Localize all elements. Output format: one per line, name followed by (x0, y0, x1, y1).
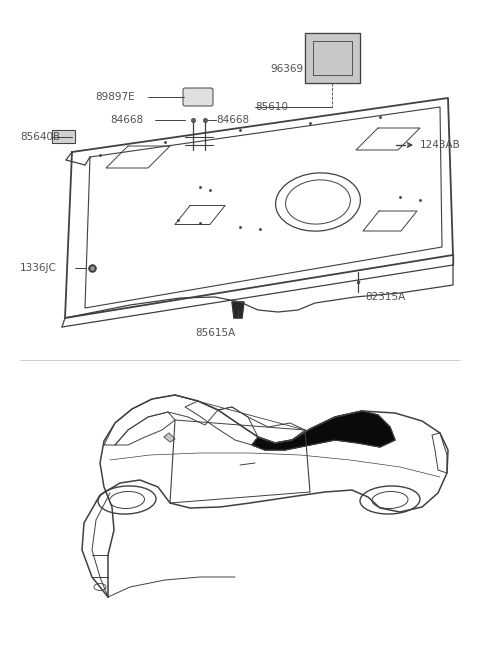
Text: 96369: 96369 (270, 64, 303, 74)
Text: 85640B: 85640B (20, 132, 60, 142)
Polygon shape (252, 411, 395, 450)
Text: 85610: 85610 (255, 102, 288, 112)
Text: 89897E: 89897E (95, 92, 134, 102)
Polygon shape (305, 33, 360, 83)
Text: 84668: 84668 (216, 115, 249, 125)
Text: 1336JC: 1336JC (20, 263, 57, 273)
FancyBboxPatch shape (183, 88, 213, 106)
Text: 82315A: 82315A (365, 292, 405, 302)
Text: 85615A: 85615A (195, 328, 235, 338)
Polygon shape (232, 302, 244, 318)
Text: 84668: 84668 (110, 115, 143, 125)
Polygon shape (164, 433, 175, 442)
Text: 1243AB: 1243AB (420, 140, 461, 150)
Polygon shape (52, 130, 75, 143)
